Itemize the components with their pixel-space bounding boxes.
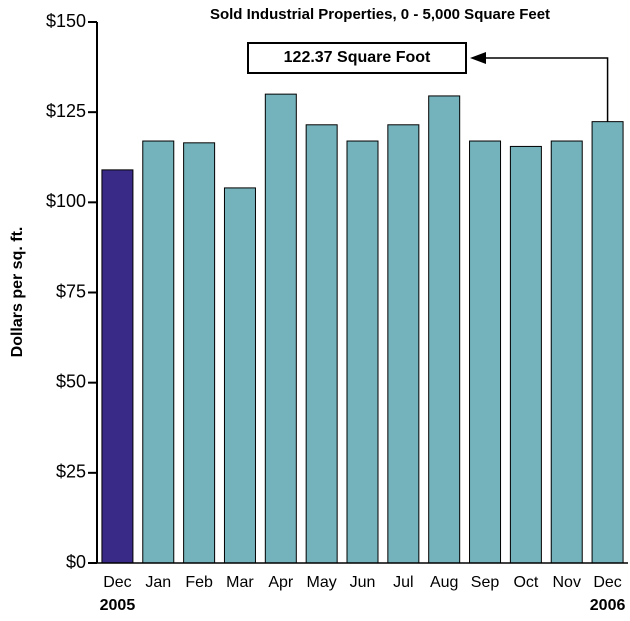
bar: [509, 145, 542, 564]
x-tick-label: Jun: [350, 574, 376, 591]
bar: [387, 124, 420, 564]
x-tick-label: Nov: [553, 574, 581, 591]
x-tick-label: Sep: [471, 574, 500, 591]
x-tick-label: Dec: [593, 574, 621, 591]
bar: [183, 142, 216, 564]
bar: [142, 140, 175, 564]
chart-title: Sold Industrial Properties, 0 - 5,000 Sq…: [210, 6, 550, 23]
annotation-arrow: [482, 57, 609, 122]
y-axis-label: Dollars per sq. ft.: [9, 227, 26, 358]
x-year-label: 2006: [590, 597, 626, 614]
y-tick-label: $25: [56, 462, 86, 482]
x-tick-label: Oct: [513, 574, 538, 591]
bar: [346, 140, 379, 564]
y-tick-label: $50: [56, 371, 86, 391]
annotation-box: [247, 42, 467, 74]
bar: [223, 187, 256, 564]
x-tick-label: Dec: [103, 574, 131, 591]
annotation: 122.37 Square Foot: [284, 49, 431, 66]
bar: [550, 140, 583, 564]
y-tick-label: $100: [46, 191, 86, 211]
x-tick-label: May: [307, 574, 337, 591]
x-tick-label: Jul: [393, 574, 413, 591]
x-tick-label: Jan: [145, 574, 171, 591]
x-tick-label: Mar: [226, 574, 254, 591]
bar: [264, 93, 297, 564]
bar: [305, 124, 338, 564]
y-tick-label: $75: [56, 281, 86, 301]
x-tick-label: Aug: [430, 574, 458, 591]
x-tick-label: Feb: [185, 574, 213, 591]
arrowhead: [470, 52, 486, 64]
bar: [469, 140, 502, 564]
bar: [101, 169, 134, 564]
bar: [591, 121, 624, 564]
y-tick-label: $125: [46, 101, 86, 121]
x-tick-label: Apr: [268, 574, 294, 591]
x-year-label: 2005: [100, 597, 136, 614]
bar: [428, 95, 461, 564]
y-tick-label: $0: [66, 552, 86, 572]
y-tick-label: $150: [46, 11, 86, 31]
